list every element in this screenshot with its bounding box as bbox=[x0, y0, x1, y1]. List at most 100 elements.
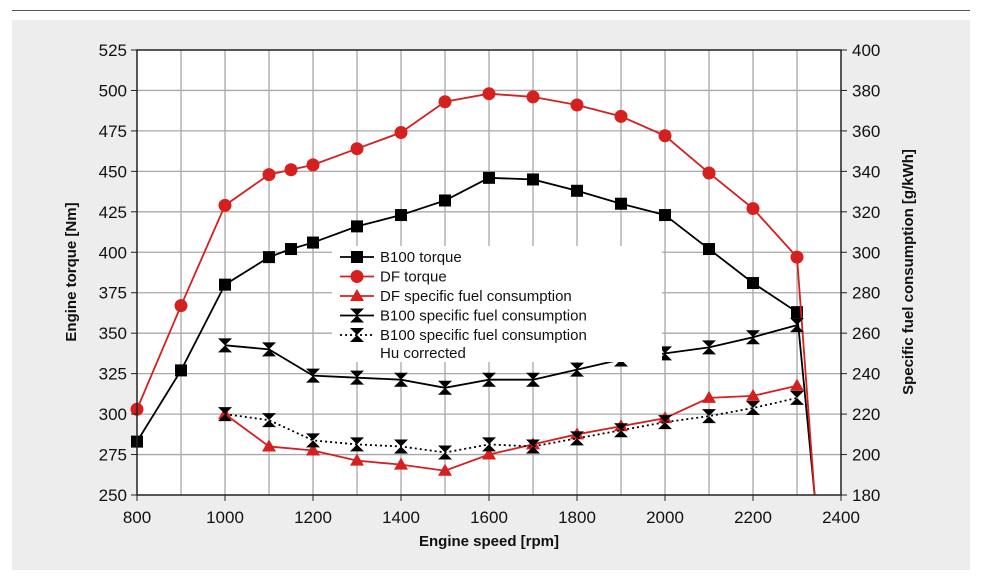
top-rule bbox=[12, 10, 970, 11]
b100-specific-fuel-consumption-point bbox=[790, 318, 804, 333]
df-torque-point bbox=[350, 142, 364, 156]
legend-box bbox=[332, 246, 662, 362]
b100-specific-fuel-consumption-hu-corrected-point bbox=[262, 413, 276, 428]
b100-torque-point bbox=[351, 220, 363, 233]
y-tick-label: 275 bbox=[99, 446, 127, 465]
b100-specific-fuel-consumption-hu-corrected-point bbox=[482, 437, 496, 452]
b100-specific-fuel-consumption-point bbox=[482, 372, 496, 387]
y-axis-title: Engine torque [Nm] bbox=[63, 202, 80, 341]
x-axis-title: Engine speed [rpm] bbox=[419, 533, 559, 550]
y2-tick-label: 260 bbox=[852, 324, 880, 343]
b100-specific-fuel-consumption-point bbox=[394, 372, 408, 387]
b100-specific-fuel-consumption-point bbox=[262, 342, 276, 357]
b100-torque-line bbox=[136, 176, 816, 496]
b100-specific-fuel-consumption-line bbox=[224, 324, 798, 389]
y-tick-label: 525 bbox=[99, 41, 127, 60]
y-tick-label: 300 bbox=[99, 405, 127, 424]
b100-specific-fuel-consumption-point bbox=[438, 380, 452, 395]
df-torque-point bbox=[174, 299, 188, 313]
df-specific-fuel-consumption-point bbox=[262, 439, 276, 452]
legend-swatch-marker bbox=[350, 289, 364, 301]
y2-tick-label: 320 bbox=[852, 203, 880, 222]
b100-specific-fuel-consumption-hu-corrected-point bbox=[658, 415, 672, 430]
y2-tick-label: 180 bbox=[852, 486, 880, 505]
df-torque-point bbox=[746, 202, 760, 216]
y2-axis-title: Specific fuel consumption [g/kWh] bbox=[900, 149, 917, 395]
df-torque-point bbox=[218, 198, 232, 212]
legend-label: DF specific fuel consumption bbox=[380, 288, 572, 305]
df-specific-fuel-consumption-point bbox=[702, 390, 716, 403]
x-tick-label: 1600 bbox=[470, 508, 508, 527]
df-torque-point bbox=[284, 163, 298, 177]
y2-tick-label: 380 bbox=[852, 81, 880, 100]
df-specific-fuel-consumption-point bbox=[438, 463, 452, 476]
b100-torque-point bbox=[615, 197, 627, 210]
b100-torque-point bbox=[571, 184, 583, 197]
b100-specific-fuel-consumption-point bbox=[526, 372, 540, 387]
b100-specific-fuel-consumption-point bbox=[702, 340, 716, 355]
df-specific-fuel-consumption-point bbox=[394, 457, 408, 470]
b100-torque-point bbox=[659, 209, 671, 222]
b100-torque-point bbox=[483, 171, 495, 184]
ticks: 800 1000 1200 1400 1600 1800 2000 2200 2400 250 27… bbox=[99, 41, 881, 527]
legend-label: B100 torque bbox=[380, 249, 462, 266]
legend-swatch-marker bbox=[351, 251, 363, 263]
y-tick-label: 250 bbox=[99, 486, 127, 505]
y2-tick-label: 340 bbox=[852, 162, 880, 181]
y2-tick-label: 220 bbox=[852, 405, 880, 424]
y-tick-label: 400 bbox=[99, 243, 127, 262]
df-specific-fuel-consumption-point bbox=[482, 447, 496, 460]
b100-torque-point bbox=[307, 236, 319, 249]
legend-label: B100 specific fuel consumption bbox=[380, 327, 587, 344]
y2-tick-label: 240 bbox=[852, 365, 880, 384]
b100-specific-fuel-consumption-hu-corrected-point bbox=[570, 431, 584, 446]
b100-specific-fuel-consumption-point bbox=[746, 330, 760, 345]
y-tick-label: 450 bbox=[99, 162, 127, 181]
b100-torque-point bbox=[219, 278, 231, 291]
df-torque-point bbox=[614, 109, 628, 123]
legend-swatch-marker bbox=[350, 328, 364, 342]
y-tick-label: 475 bbox=[99, 122, 127, 141]
b100-specific-fuel-consumption-hu-corrected-point bbox=[306, 433, 320, 448]
df-torque-point bbox=[790, 250, 804, 264]
b100-specific-fuel-consumption-hu-corrected-point bbox=[218, 407, 232, 422]
y2-tick-label: 360 bbox=[852, 122, 880, 141]
df-torque-point bbox=[570, 98, 584, 112]
y2-tick-label: 200 bbox=[852, 446, 880, 465]
df-specific-fuel-consumption-point bbox=[746, 388, 760, 401]
b100-specific-fuel-consumption-point bbox=[570, 362, 584, 377]
x-tick-label: 2400 bbox=[822, 508, 860, 527]
legend-swatch-marker bbox=[350, 270, 364, 283]
b100-torque-point bbox=[395, 209, 407, 222]
b100-torque-point bbox=[439, 194, 451, 207]
b100-specific-fuel-consumption-hu-corrected-point bbox=[614, 423, 628, 438]
b100-specific-fuel-consumption-hu-corrected-line bbox=[224, 397, 798, 454]
y-tick-label: 325 bbox=[99, 365, 127, 384]
df-torque-point bbox=[702, 166, 716, 180]
x-tick-label: 2200 bbox=[734, 508, 772, 527]
series-layer bbox=[130, 87, 816, 496]
x-tick-label: 800 bbox=[123, 508, 151, 527]
df-torque-line bbox=[136, 92, 816, 496]
x-tick-label: 1400 bbox=[382, 508, 420, 527]
y-tick-label: 375 bbox=[99, 284, 127, 303]
df-torque-point bbox=[262, 168, 276, 182]
b100-specific-fuel-consumption-hu-corrected-point bbox=[790, 390, 804, 405]
df-torque-point bbox=[306, 158, 320, 172]
legend-swatch-marker bbox=[350, 308, 364, 323]
df-torque-point bbox=[394, 126, 408, 140]
y2-tick-label: 400 bbox=[852, 41, 880, 60]
b100-torque-point bbox=[263, 251, 275, 264]
b100-specific-fuel-consumption-hu-corrected-point bbox=[394, 439, 408, 454]
x-tick-label: 1200 bbox=[294, 508, 332, 527]
b100-specific-fuel-consumption-hu-corrected-point bbox=[746, 401, 760, 416]
b100-torque-point bbox=[527, 173, 539, 186]
b100-torque-point bbox=[703, 243, 715, 256]
b100-specific-fuel-consumption-point bbox=[350, 370, 364, 385]
b100-specific-fuel-consumption-point bbox=[306, 368, 320, 383]
y2-tick-label: 280 bbox=[852, 284, 880, 303]
legend: B100 torque DF torque DF specific fuel con… bbox=[332, 246, 662, 362]
df-specific-fuel-consumption-point bbox=[306, 443, 320, 456]
